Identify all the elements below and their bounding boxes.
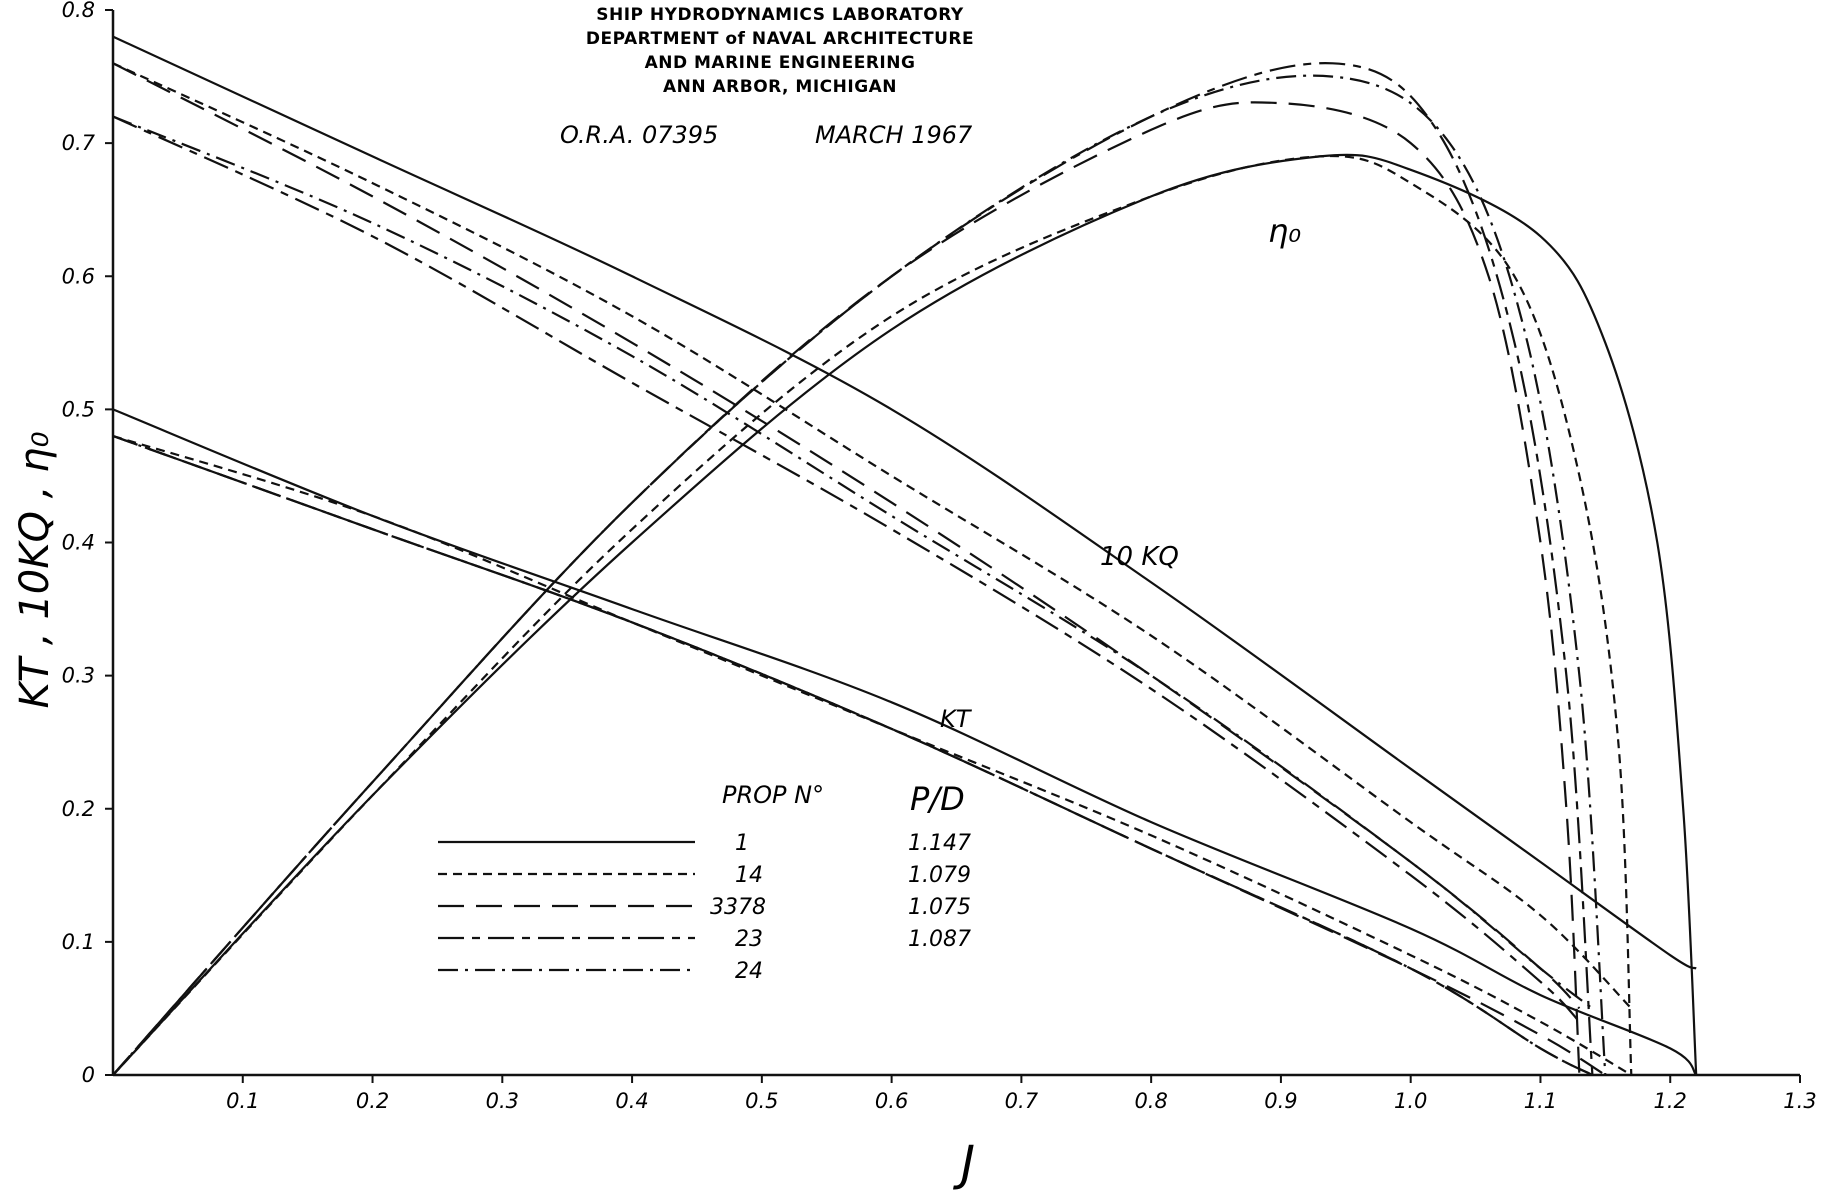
header-line-3: AND MARINE ENGINEERING <box>645 53 916 73</box>
header-line-2: DEPARTMENT of NAVAL ARCHITECTURE <box>586 29 974 49</box>
kt-curve-label: KT <box>940 705 973 733</box>
x-tick-label: 1.0 <box>1394 1089 1427 1113</box>
series-line-kt-prop-23 <box>112 434 1593 1076</box>
y-tick-label: 0.2 <box>62 797 95 821</box>
x-tick-label: 0.3 <box>486 1089 519 1113</box>
y-tick-label: 0.4 <box>62 531 95 555</box>
header-line-4: ANN ARBOR, MICHIGAN <box>663 77 897 97</box>
series-line-kt-prop-1 <box>112 408 1698 1076</box>
x-axis-title: J <box>953 1136 975 1192</box>
series-line--prop-24 <box>112 74 1607 1076</box>
series-line--prop-1 <box>112 153 1698 1076</box>
x-tick-label: 1.2 <box>1654 1089 1687 1113</box>
series-line--prop-23 <box>112 62 1594 1076</box>
legend-prop-number: 14 <box>735 863 763 888</box>
legend-pd-value: 1.079 <box>908 863 971 888</box>
y-tick-label: 0.1 <box>62 930 95 954</box>
y-tick-label: 0.6 <box>62 264 95 288</box>
y-tick-label: 0.3 <box>62 664 95 688</box>
header-block: SHIP HYDRODYNAMICS LABORATORY DEPARTMENT… <box>560 5 974 149</box>
series-line-10kq-prop-14 <box>112 62 1633 1010</box>
y-axis-title: KT , 10KQ , η₀ <box>12 432 58 709</box>
report-date: MARCH 1967 <box>815 121 973 149</box>
series-line--prop-3378 <box>112 101 1581 1076</box>
series-line--prop-14 <box>112 154 1633 1076</box>
x-tick-label: 0.6 <box>875 1089 908 1113</box>
x-tick-label: 0.7 <box>1005 1089 1039 1113</box>
x-tick-label: 0.1 <box>226 1089 259 1113</box>
x-tick-label: 0.2 <box>356 1089 389 1113</box>
legend-pd-value: 1.087 <box>908 927 971 952</box>
series-line-10kq-prop-23 <box>112 115 1581 1023</box>
series-line-10kq-prop-24 <box>112 115 1594 1010</box>
y-ticks: 0 0.1 0.2 0.3 0.4 0.5 0.6 0.7 0.8 <box>62 0 113 1087</box>
legend-pd-value: 1.147 <box>908 831 971 856</box>
x-tick-label: 0.5 <box>745 1089 778 1113</box>
eta-curve-label: η₀ <box>1268 212 1301 250</box>
y-tick-label: 0 <box>82 1063 95 1087</box>
y-tick-label: 0.5 <box>62 397 95 421</box>
legend: PROP N° P/D 1 1.147 14 1.079 3378 1.075 23 1.08… <box>438 780 971 984</box>
legend-prop-number: 24 <box>735 959 763 984</box>
legend-prop-number: 1 <box>735 831 749 856</box>
x-tick-label: 1.3 <box>1783 1089 1816 1113</box>
x-tick-label: 0.4 <box>615 1089 648 1113</box>
legend-prop-number: 23 <box>735 927 763 952</box>
series-layer <box>112 35 1698 1076</box>
series-line-10kq-prop-1 <box>112 35 1697 970</box>
ora-number: O.R.A. 07395 <box>560 121 718 149</box>
x-tick-label: 0.8 <box>1134 1089 1167 1113</box>
legend-header-prop: PROP N° <box>722 781 824 809</box>
legend-prop-number: 3378 <box>710 895 766 920</box>
legend-pd-value: 1.075 <box>908 895 971 920</box>
legend-header-pd: P/D <box>910 780 965 818</box>
series-line-kt-prop-14 <box>112 434 1632 1076</box>
x-ticks: 0.1 0.2 0.3 0.4 0.5 0.6 0.7 0.8 0.9 1.0 1.1 1.2 1.3 <box>226 1075 1817 1113</box>
y-tick-label: 0.7 <box>62 131 96 155</box>
series-line-kt-prop-24 <box>112 434 1593 1076</box>
kq-curve-label: 10 KQ <box>1100 542 1179 572</box>
series-line-kt-prop-3378 <box>112 434 1606 1076</box>
x-tick-label: 1.1 <box>1524 1089 1557 1113</box>
x-tick-label: 0.9 <box>1264 1089 1297 1113</box>
header-line-1: SHIP HYDRODYNAMICS LABORATORY <box>596 5 964 25</box>
y-tick-label: 0.8 <box>62 0 95 22</box>
